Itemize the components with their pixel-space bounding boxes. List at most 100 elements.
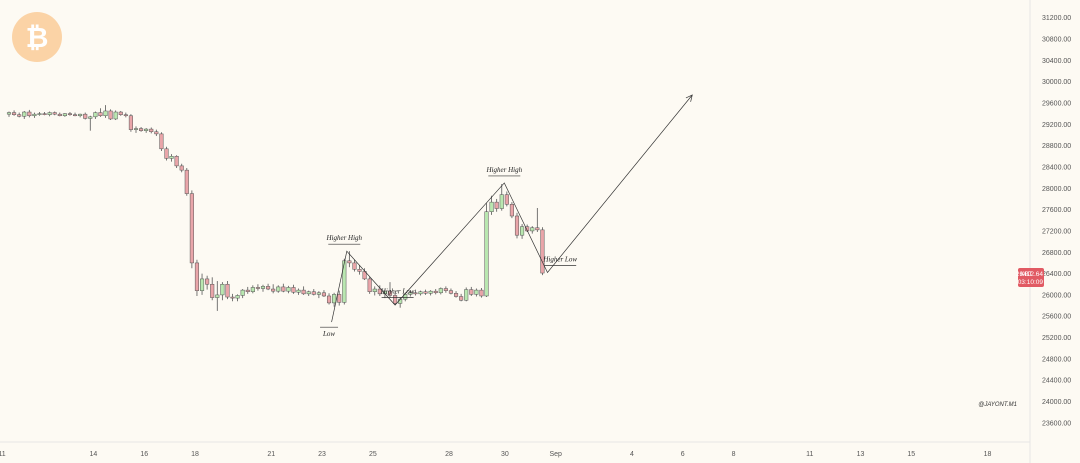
price-tick-label: 24400.00 <box>1042 378 1071 385</box>
date-tick-label: 30 <box>501 451 509 458</box>
candle-body-down <box>98 112 103 117</box>
candle-body-down <box>504 194 509 205</box>
annotation: Higher High <box>486 166 523 177</box>
price-tag-countdown: 03:10:09 <box>1018 279 1044 286</box>
candle-body-up <box>372 288 377 292</box>
candle-body-up <box>93 112 98 118</box>
candle-body-down <box>72 114 78 117</box>
candle <box>484 203 489 298</box>
candle <box>514 212 520 239</box>
candle-body-up <box>403 294 408 300</box>
candle-body-down <box>535 227 540 231</box>
annotation: Low <box>320 326 339 338</box>
candle-body-up <box>484 211 489 297</box>
candle <box>321 290 327 298</box>
candle-body-up <box>199 278 205 291</box>
candle-body-up <box>133 128 139 130</box>
date-tick-label: 18 <box>984 451 992 458</box>
annotation-label: Higher Low <box>542 256 577 264</box>
candle-body-down <box>159 133 164 150</box>
candle <box>139 126 144 132</box>
annotation-label: Higher High <box>325 234 362 242</box>
date-tick-label: 28 <box>445 451 453 458</box>
candle-body-up <box>215 294 220 298</box>
candle-body-down <box>118 111 123 115</box>
candle-body-down <box>154 131 159 135</box>
candle <box>113 110 118 121</box>
candle <box>337 290 342 306</box>
candle-body-down <box>459 296 464 301</box>
price-tag-price: 26412.64 <box>1016 271 1043 278</box>
candle <box>357 265 362 275</box>
price-tick-label: 29600.00 <box>1042 100 1071 107</box>
candle <box>215 281 220 311</box>
candle <box>184 168 189 196</box>
candle-body-up <box>235 295 240 299</box>
annotation-label: Low <box>322 330 335 338</box>
price-tag-symbol: XBT <box>1020 271 1033 278</box>
candle-body-up <box>438 288 443 294</box>
price-tick-label: 26000.00 <box>1042 292 1071 299</box>
candle-body-down <box>321 292 327 297</box>
candle <box>22 110 27 119</box>
candle <box>250 285 255 294</box>
candle-body-down <box>281 286 286 292</box>
candle-body-down <box>42 113 47 115</box>
price-tag-box <box>1018 268 1044 287</box>
candle-body-down <box>393 295 398 304</box>
candle <box>235 294 240 302</box>
candle <box>164 146 169 161</box>
candle-body-down <box>494 201 499 209</box>
candle-body-up <box>47 112 52 115</box>
candle <box>255 284 260 291</box>
candle <box>67 112 73 116</box>
candle <box>266 283 271 291</box>
candle-body-down <box>352 262 357 270</box>
candle-body-down <box>67 113 73 115</box>
candle-body-up <box>499 194 504 209</box>
candle <box>423 289 428 295</box>
candle-body-down <box>149 128 154 133</box>
candle-body-up <box>428 290 433 294</box>
candle <box>57 112 62 117</box>
candle <box>260 284 266 292</box>
candle <box>408 291 413 297</box>
candle <box>311 289 316 296</box>
candle <box>133 126 139 133</box>
candle <box>438 287 443 295</box>
candle <box>118 110 123 116</box>
candle-body-down <box>245 289 250 292</box>
candles-layer <box>6 105 545 311</box>
candle <box>530 226 535 234</box>
candle-body-down <box>367 278 372 292</box>
price-axis[interactable]: 31200.00 30800.00 30400.00 30000.00 29600.00… <box>1042 15 1071 427</box>
candle <box>37 112 42 116</box>
candle <box>540 227 545 276</box>
date-tick-label: 16 <box>140 451 148 458</box>
watermark: @JAYONT.M1 <box>978 402 1017 408</box>
date-tick-label: 21 <box>267 451 275 458</box>
annotation-label: Higher Low <box>380 288 415 296</box>
candle-body-down <box>57 113 62 117</box>
candle-body-up <box>103 110 108 117</box>
candle <box>509 202 514 219</box>
candle-body-down <box>225 283 230 298</box>
candle-body-down <box>205 278 210 285</box>
candle <box>88 115 93 131</box>
candle-body-down <box>448 290 454 294</box>
candle <box>123 112 128 118</box>
candle-body-down <box>291 287 296 293</box>
candle <box>281 283 286 293</box>
candle-body-up <box>113 111 118 120</box>
time-axis[interactable]: 11 14 16 18 21 23 25 28 30 Sep 4 6 8 11 13 15 18 <box>0 451 992 458</box>
candle <box>332 292 337 307</box>
candle <box>464 287 469 302</box>
annotation-label: Higher High <box>486 166 523 174</box>
candle <box>17 112 22 118</box>
candle <box>47 111 52 117</box>
candle <box>205 275 210 290</box>
candle-body-down <box>453 293 459 297</box>
candle <box>72 112 78 117</box>
candle-body-down <box>266 286 271 290</box>
